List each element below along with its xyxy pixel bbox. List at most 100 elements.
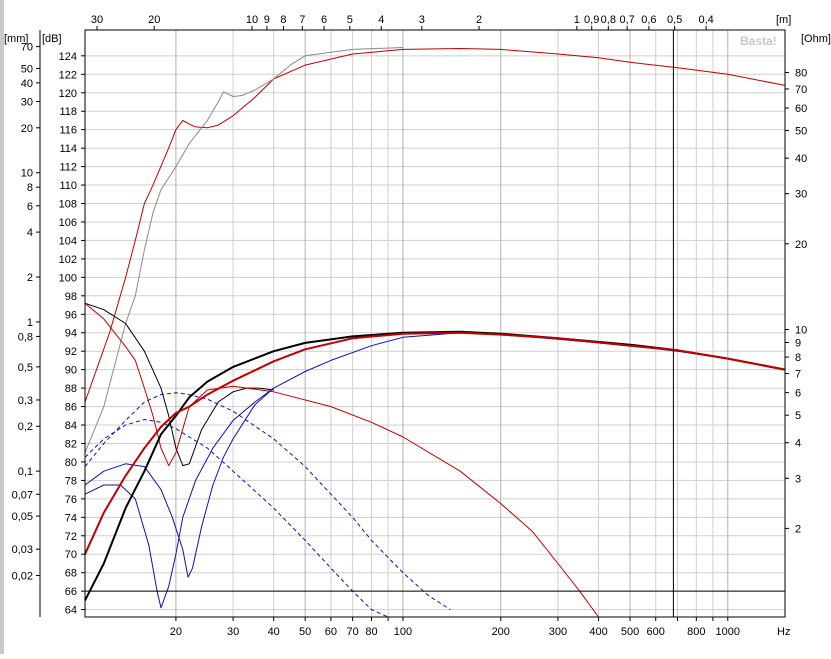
mm-axis-unit: [mm] — [4, 33, 28, 45]
db-tick-label: 108 — [59, 199, 77, 211]
mm-tick-label: 0,02 — [12, 570, 33, 582]
plot-border — [84, 29, 786, 618]
top-tick-label: 3 — [419, 14, 425, 26]
freq-tick-label: 100 — [394, 626, 412, 638]
db-tick-label: 84 — [65, 420, 77, 432]
db-tick-label: 110 — [59, 180, 77, 192]
mm-tick-label: 10 — [21, 168, 33, 180]
top-tick-label: 9 — [264, 14, 270, 26]
db-tick-label: 86 — [65, 402, 77, 414]
db-tick-label: 124 — [59, 51, 77, 63]
db-tick-label: 66 — [65, 586, 77, 598]
top-tick-label: 0,7 — [620, 14, 635, 26]
top-tick-label: 20 — [148, 14, 160, 26]
top-tick-label: 0,9 — [584, 14, 599, 26]
ohm-tick-label: 70 — [795, 84, 807, 96]
mm-tick-label: 0,8 — [18, 331, 33, 343]
db-tick-label: 76 — [65, 494, 77, 506]
db-tick-label: 92 — [65, 346, 77, 358]
top-tick-label: 8 — [280, 14, 286, 26]
mm-tick-label: 2 — [27, 272, 33, 284]
db-tick-label: 82 — [65, 438, 77, 450]
db-tick-label: 68 — [65, 568, 77, 580]
marker-layer — [85, 30, 785, 617]
top-tick-label: 0,8 — [601, 14, 616, 26]
ohm-tick-label: 5 — [795, 410, 801, 422]
ohm-tick-label: 4 — [795, 438, 801, 450]
freq-tick-label: 200 — [492, 626, 510, 638]
db-axis-unit: [dB] — [42, 33, 62, 45]
top-tick-label: 30 — [91, 14, 103, 26]
grid-layer — [85, 30, 785, 617]
mm-tick-label: 0,1 — [18, 466, 33, 478]
top-tick-label: 7 — [299, 14, 305, 26]
series-line-2 — [84, 47, 404, 453]
db-tick-label: 118 — [59, 106, 77, 118]
mm-tick-label: 4 — [27, 227, 33, 239]
db-tick-label: 120 — [59, 88, 77, 100]
mm-tick-label: 50 — [21, 63, 33, 75]
ohm-tick-label: 50 — [795, 126, 807, 138]
watermark-label: Basta! — [740, 34, 777, 48]
mm-tick-label: 8 — [27, 182, 33, 194]
db-tick-label: 98 — [65, 291, 77, 303]
mm-tick-label: 30 — [21, 97, 33, 109]
freq-tick-label: 400 — [589, 626, 607, 638]
freq-tick-label: 70 — [347, 626, 359, 638]
ohm-tick-label: 40 — [795, 153, 807, 165]
db-tick-label: 78 — [65, 475, 77, 487]
top-axis-unit: [m] — [776, 14, 791, 26]
db-tick-label: 64 — [65, 605, 77, 617]
db-tick-label: 106 — [59, 217, 77, 229]
db-tick-label: 90 — [65, 365, 77, 377]
db-tick-label: 116 — [59, 125, 77, 137]
mm-tick-label: 0,2 — [18, 421, 33, 433]
ohm-tick-label: 20 — [795, 239, 807, 251]
db-tick-label: 72 — [65, 531, 77, 543]
mm-tick-label: 0,5 — [18, 362, 33, 374]
freq-tick-label: 60 — [325, 626, 337, 638]
series-line-1 — [84, 48, 786, 403]
top-tick-label: 6 — [321, 14, 327, 26]
series-layer — [84, 47, 786, 618]
ohm-tick-label: 2 — [795, 523, 801, 535]
ohm-tick-label: 80 — [795, 67, 807, 79]
ohm-tick-label: 6 — [795, 388, 801, 400]
freq-tick-label: 20 — [170, 626, 182, 638]
freq-tick-label: 30 — [227, 626, 239, 638]
mm-tick-label: 0,03 — [12, 544, 33, 556]
top-tick-label: 2 — [476, 14, 482, 26]
freq-tick-label: 500 — [621, 626, 639, 638]
freq-tick-label: 80 — [365, 626, 377, 638]
freq-tick-label: 800 — [687, 626, 705, 638]
top-tick-label: 0,6 — [641, 14, 656, 26]
series-line-10 — [84, 331, 786, 555]
freq-tick-label: 600 — [647, 626, 665, 638]
freq-tick-label: 50 — [299, 626, 311, 638]
mm-tick-label: 0,07 — [12, 489, 33, 501]
ohm-tick-label: 60 — [795, 103, 807, 115]
ohm-tick-label: 9 — [795, 337, 801, 349]
db-tick-label: 104 — [59, 235, 77, 247]
top-tick-label: 4 — [378, 14, 384, 26]
window-edge — [0, 0, 4, 654]
db-tick-label: 88 — [65, 383, 77, 395]
axis-labels: 6466687072747678808284868890929496981001… — [12, 14, 808, 638]
freq-tick-label: 1000 — [716, 626, 740, 638]
top-tick-label: 5 — [347, 14, 353, 26]
mm-tick-label: 6 — [27, 201, 33, 213]
db-tick-label: 102 — [59, 254, 77, 266]
top-tick-label: 0,4 — [698, 14, 713, 26]
ohm-tick-label: 10 — [795, 324, 807, 336]
db-tick-label: 100 — [59, 272, 77, 284]
ohm-tick-label: 8 — [795, 352, 801, 364]
db-tick-label: 122 — [59, 69, 77, 81]
mm-tick-label: 70 — [21, 42, 33, 54]
db-tick-label: 96 — [65, 309, 77, 321]
top-tick-label: 10 — [246, 14, 258, 26]
db-tick-label: 80 — [65, 457, 77, 469]
ohm-tick-label: 3 — [795, 473, 801, 485]
